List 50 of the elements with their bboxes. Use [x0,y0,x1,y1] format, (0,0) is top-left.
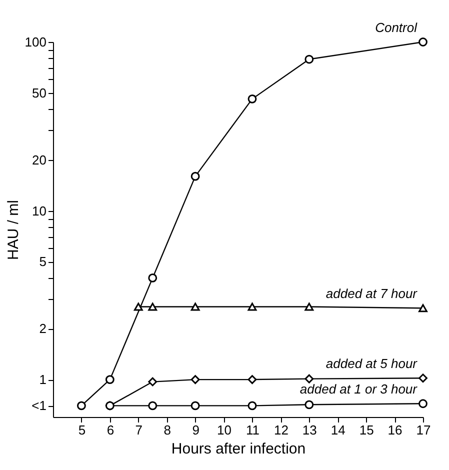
point [190,172,200,181]
point [105,375,114,384]
y-axis-title: HAU / ml [4,200,22,260]
y-tick-label: 20 [32,152,46,168]
series-label: added at 1 or 3 hour [300,382,418,397]
point [190,375,200,384]
series-label: added at 7 hour [326,286,418,302]
point [148,401,158,410]
y-tick-label: 5 [39,254,46,270]
point [304,400,314,410]
point [190,401,200,410]
point [248,401,257,410]
x-tick-label: 6 [106,422,114,438]
y-tick-label: 50 [32,85,46,100]
point [248,94,257,104]
point [418,38,428,46]
point [418,304,428,312]
x-tick-label: 13 [302,422,317,438]
x-tick-label: 12 [274,422,288,438]
point [304,374,314,384]
x-tick-label: 15 [359,422,374,438]
point [148,302,158,311]
y-tick-label: 1 [39,372,46,388]
x-tick-label: 8 [164,422,171,438]
point [304,54,314,64]
point [190,302,200,311]
x-tick-label: 17 [416,422,431,438]
series-label: added at 5 hour [326,356,418,372]
x-tick-label: 10 [217,422,232,438]
x-tick-label: 7 [135,422,142,438]
series-label: Control [375,20,418,35]
point [134,302,143,311]
point [418,399,428,408]
y-tick-label: <1 [32,398,46,414]
y-tick-label: 2 [39,321,46,336]
y-tick-label: 10 [32,203,46,218]
x-tick-label: 5 [78,422,86,438]
point [148,377,158,386]
x-tick-label: 14 [330,422,346,438]
x-axis-title: Hours after infection [171,440,306,458]
x-tick-label: 11 [246,422,260,438]
point [148,273,158,282]
point [418,374,428,383]
x-tick-label: 9 [192,422,200,438]
y-tick-label: 100 [24,34,46,50]
point [248,302,257,311]
point [304,302,314,311]
point [77,401,86,410]
point [248,375,257,384]
x-tick-label: 16 [388,422,402,438]
